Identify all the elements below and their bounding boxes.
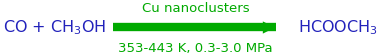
Text: Cu nanoclusters: Cu nanoclusters — [142, 2, 249, 15]
Text: HCOOCH$_3$: HCOOCH$_3$ — [298, 18, 378, 37]
Text: 353-443 K, 0.3-3.0 MPa: 353-443 K, 0.3-3.0 MPa — [118, 42, 273, 55]
Text: CO + CH$_3$OH: CO + CH$_3$OH — [3, 18, 107, 37]
